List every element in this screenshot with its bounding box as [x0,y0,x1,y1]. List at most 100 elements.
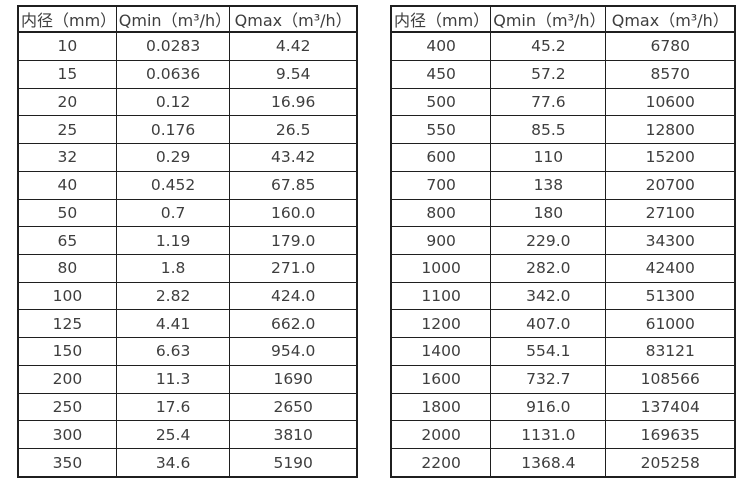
table-body: 10 0.0283 4.42 15 0.0636 9.54 20 0.12 16.96 25 0.1… [17,31,358,478]
table-cell: 34.6 [115,448,231,478]
table-row: 500 77.6 10600 [390,87,736,117]
table-cell: 1200 [390,309,492,339]
table-row: 20 0.12 16.96 [17,87,358,117]
table-cell: 57.2 [490,59,607,89]
table-cell: 32 [17,143,117,172]
table-cell: 40 [17,170,117,200]
table-cell: 77.6 [490,87,607,117]
table-cell: 271.0 [229,253,358,283]
table-cell: 342.0 [490,281,607,311]
table-cell: 137404 [605,392,736,422]
table-cell: 25 [17,115,117,145]
table-cell: 67.85 [229,170,358,200]
table-row: 1200 407.0 61000 [390,309,736,339]
table-row: 150 6.63 954.0 [17,337,358,366]
column-header: Qmin（m³/h） [490,5,607,33]
table-row: 550 85.5 12800 [390,115,736,145]
table-cell: 83121 [605,337,736,366]
table-cell: 200 [17,364,117,394]
table-cell: 110 [490,143,607,172]
table-cell: 0.12 [115,87,231,117]
table-cell: 125 [17,309,117,339]
table-header: 内径（mm） Qmin（m³/h） Qmax（m³/h） [390,5,736,33]
table-cell: 1690 [229,364,358,394]
table-cell: 1368.4 [490,448,607,478]
table-cell: 3810 [229,420,358,449]
table-row: 1600 732.7 108566 [390,364,736,394]
table-cell: 9.54 [229,59,358,89]
table-cell: 27100 [605,198,736,228]
table-row: 1100 342.0 51300 [390,281,736,311]
table-row: 32 0.29 43.42 [17,143,358,172]
table-cell: 1100 [390,281,492,311]
table-cell: 15 [17,59,117,89]
table-cell: 700 [390,170,492,200]
table-cell: 0.29 [115,143,231,172]
table-cell: 4.41 [115,309,231,339]
table-cell: 4.42 [229,31,358,61]
table-row: 250 17.6 2650 [17,392,358,422]
table-cell: 17.6 [115,392,231,422]
table-cell: 179.0 [229,226,358,255]
table-cell: 0.7 [115,198,231,228]
table-cell: 550 [390,115,492,145]
table-cell: 100 [17,281,117,311]
table-row: 400 45.2 6780 [390,31,736,61]
table-row: 15 0.0636 9.54 [17,59,358,89]
table-body: 400 45.2 6780 450 57.2 8570 500 77.6 10600 550 85.… [390,31,736,478]
table-cell: 2650 [229,392,358,422]
column-header: 内径（mm） [17,5,117,33]
table-cell: 662.0 [229,309,358,339]
table-cell: 50 [17,198,117,228]
header-row: 内径（mm） Qmin（m³/h） Qmax（m³/h） [390,5,736,33]
table-cell: 2000 [390,420,492,449]
table-cell: 0.452 [115,170,231,200]
column-header: Qmin（m³/h） [115,5,231,33]
table-row: 25 0.176 26.5 [17,115,358,145]
table-row: 600 110 15200 [390,143,736,172]
table-cell: 20700 [605,170,736,200]
table-cell: 1400 [390,337,492,366]
table-cell: 2.82 [115,281,231,311]
table-row: 450 57.2 8570 [390,59,736,89]
table-cell: 1131.0 [490,420,607,449]
table-cell: 34300 [605,226,736,255]
table-cell: 424.0 [229,281,358,311]
table-row: 300 25.4 3810 [17,420,358,449]
table-row: 1800 916.0 137404 [390,392,736,422]
table-row: 100 2.82 424.0 [17,281,358,311]
table-cell: 65 [17,226,117,255]
table-cell: 25.4 [115,420,231,449]
table-cell: 138 [490,170,607,200]
table-cell: 10600 [605,87,736,117]
column-header: Qmax（m³/h） [229,5,358,33]
table-cell: 43.42 [229,143,358,172]
column-header: Qmax（m³/h） [605,5,736,33]
table-header: 内径（mm） Qmin（m³/h） Qmax（m³/h） [17,5,358,33]
table-cell: 10 [17,31,117,61]
flow-spec-table-small-diameters: 内径（mm） Qmin（m³/h） Qmax（m³/h） 10 0.0283 4.42 1… [17,5,358,478]
table-cell: 205258 [605,448,736,478]
table-cell: 282.0 [490,253,607,283]
table-row: 350 34.6 5190 [17,448,358,478]
table-cell: 916.0 [490,392,607,422]
table-cell: 400 [390,31,492,61]
table-row: 1400 554.1 83121 [390,337,736,366]
table-cell: 160.0 [229,198,358,228]
table-cell: 51300 [605,281,736,311]
table-cell: 11.3 [115,364,231,394]
table-row: 10 0.0283 4.42 [17,31,358,61]
table-row: 2200 1368.4 205258 [390,448,736,478]
table-cell: 732.7 [490,364,607,394]
table-cell: 250 [17,392,117,422]
table-row: 50 0.7 160.0 [17,198,358,228]
table-cell: 0.0283 [115,31,231,61]
table-row: 1000 282.0 42400 [390,253,736,283]
table-cell: 85.5 [490,115,607,145]
table-cell: 1.19 [115,226,231,255]
table-cell: 500 [390,87,492,117]
table-cell: 20 [17,87,117,117]
table-cell: 26.5 [229,115,358,145]
table-row: 125 4.41 662.0 [17,309,358,339]
table-cell: 15200 [605,143,736,172]
